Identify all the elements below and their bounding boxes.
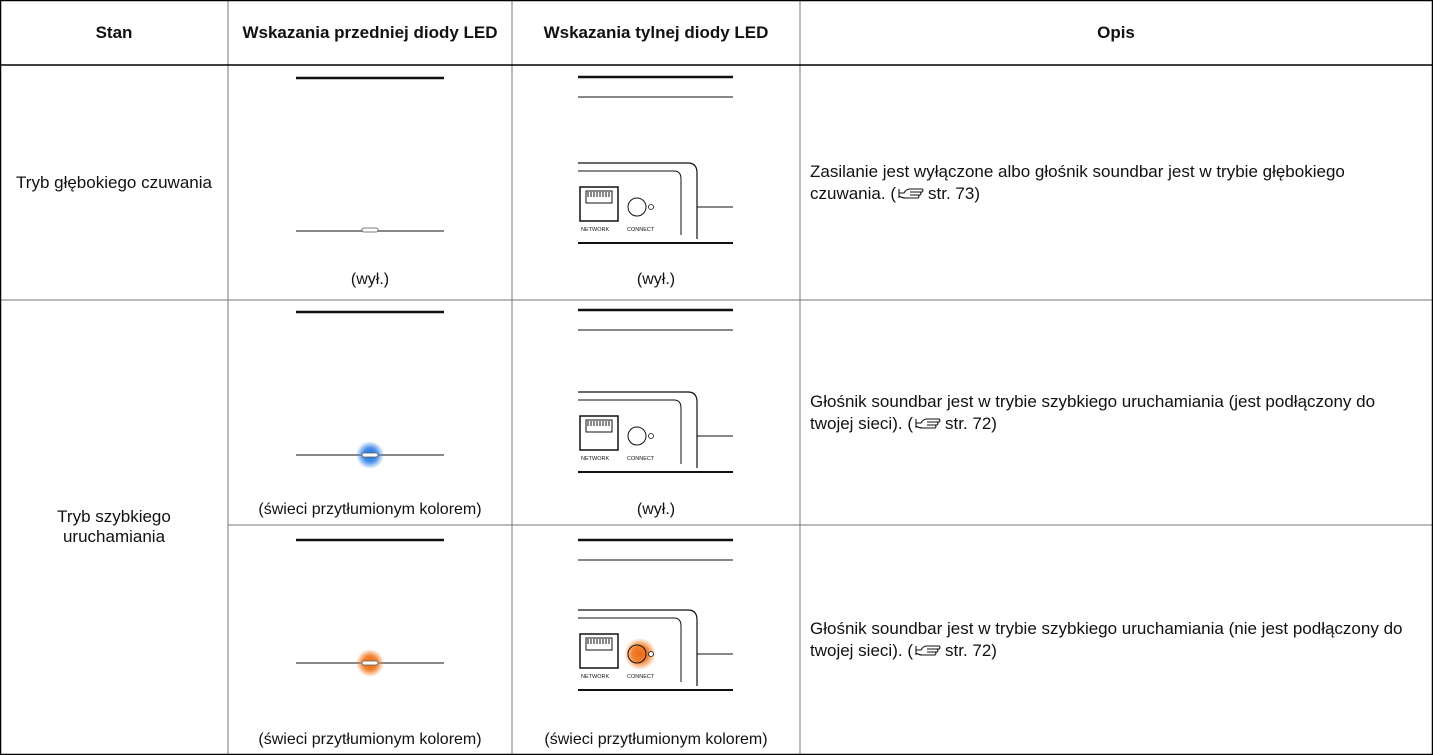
port-label: CONNECT [627,456,655,462]
description-cell: Zasilanie jest wyłączone albo głośnik so… [804,161,1424,205]
device-inner [578,617,682,682]
device-inner [578,399,682,464]
header-cell: Wskazania tylnej diody LED [543,22,769,42]
front-led [361,227,379,233]
network-jack [585,637,613,651]
rear-caption: (wył.) [636,271,676,288]
connect-led [648,651,654,657]
port-label: CONNECT [627,674,655,680]
connect-led [648,204,654,210]
device-body [578,162,698,239]
ref-page: str. 73) [928,183,980,203]
header-cell: Opis [1097,22,1135,42]
device-inner [578,170,682,235]
connect-button [627,197,647,217]
device-body [578,609,698,686]
ref-icon [915,644,941,656]
connect-led [648,433,654,439]
ref-page: str. 72) [945,640,997,660]
description: Głośnik soundbar jest w trybie szybkiego… [810,618,1403,660]
ref-open: ( [907,640,913,660]
description: Głośnik soundbar jest w trybie szybkiego… [810,391,1376,433]
port-label: CONNECT [627,227,655,233]
rear-caption: (wył.) [636,501,676,518]
state-cell: Tryb szybkiego uruchamiania [57,507,171,546]
front-caption: (świeci przytłumionym kolorem) [258,501,482,518]
ref-open: ( [907,413,913,433]
front-caption: (wył.) [350,271,390,288]
rear-caption: (świeci przytłumionym kolorem) [544,731,768,748]
port-label: NETWORK [581,674,609,680]
ref-open: ( [890,183,897,203]
device-body [578,391,698,468]
ref-page: str. 72) [945,413,997,433]
network-jack [585,419,613,433]
connect-button [627,426,647,446]
state-cell: Tryb głębokiego czuwania [16,172,212,192]
port-label: NETWORK [581,227,609,233]
description: Zasilanie jest wyłączone albo głośnik so… [810,161,1345,203]
front-caption: (świeci przytłumionym kolorem) [258,731,482,748]
header-cell: Stan [95,22,133,42]
network-jack [585,190,613,204]
description-cell: Głośnik soundbar jest w trybie szybkiego… [804,391,1424,435]
ref-icon [915,417,941,429]
front-led [361,660,379,666]
header-cell: Wskazania przedniej diody LED [242,22,498,42]
port-label: NETWORK [581,456,609,462]
connect-button [627,644,647,664]
front-led [361,452,379,458]
ref-icon [898,187,924,199]
description-cell: Głośnik soundbar jest w trybie szybkiego… [804,618,1424,662]
